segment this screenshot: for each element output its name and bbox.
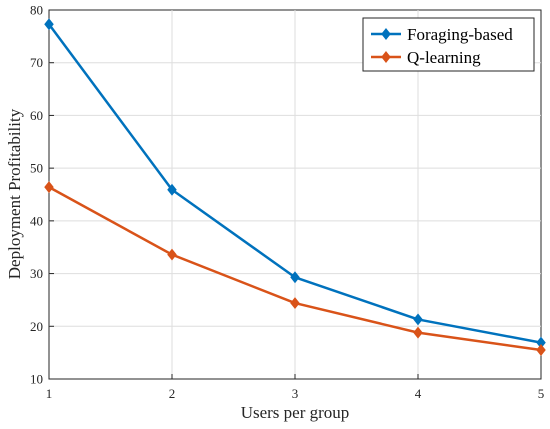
data-point-marker — [44, 18, 54, 31]
y-tick-label: 50 — [30, 161, 43, 176]
legend-box — [362, 17, 535, 72]
legend-swatch-qlearning-marker — [381, 51, 391, 63]
data-point-marker — [44, 181, 54, 194]
x-tick-label: 1 — [46, 386, 53, 401]
legend-label-foraging: Foraging-based — [407, 25, 513, 44]
y-tick-label: 20 — [30, 319, 43, 334]
y-tick-label: 80 — [30, 3, 43, 18]
x-tick-label: 3 — [292, 386, 299, 401]
data-point-marker — [167, 248, 177, 261]
legend-swatch-foraging-marker — [381, 28, 391, 40]
data-point-marker — [290, 271, 300, 284]
y-tick-label: 10 — [30, 372, 43, 387]
x-tick-label: 4 — [415, 386, 422, 401]
x-axis-title: Users per group — [241, 403, 350, 422]
y-tick-label: 40 — [30, 213, 43, 228]
y-axis-title: Deployment Profitability — [5, 108, 24, 279]
data-point-marker — [290, 297, 300, 310]
data-point-marker — [413, 326, 423, 339]
x-tick-label: 2 — [169, 386, 176, 401]
data-point-marker — [167, 183, 177, 196]
data-point-marker — [536, 344, 546, 356]
y-tick-label: 70 — [30, 55, 43, 70]
x-tick-label: 5 — [538, 386, 545, 401]
y-tick-label: 30 — [30, 266, 43, 281]
data-point-marker — [413, 313, 423, 326]
axis-ticks: 1 2 3 4 5 10 20 30 40 50 60 70 80 — [30, 3, 544, 402]
legend: Foraging-based Q-learning — [362, 17, 535, 72]
y-tick-label: 60 — [30, 108, 43, 123]
series-group — [44, 18, 546, 356]
legend-label-qlearning: Q-learning — [407, 48, 481, 67]
